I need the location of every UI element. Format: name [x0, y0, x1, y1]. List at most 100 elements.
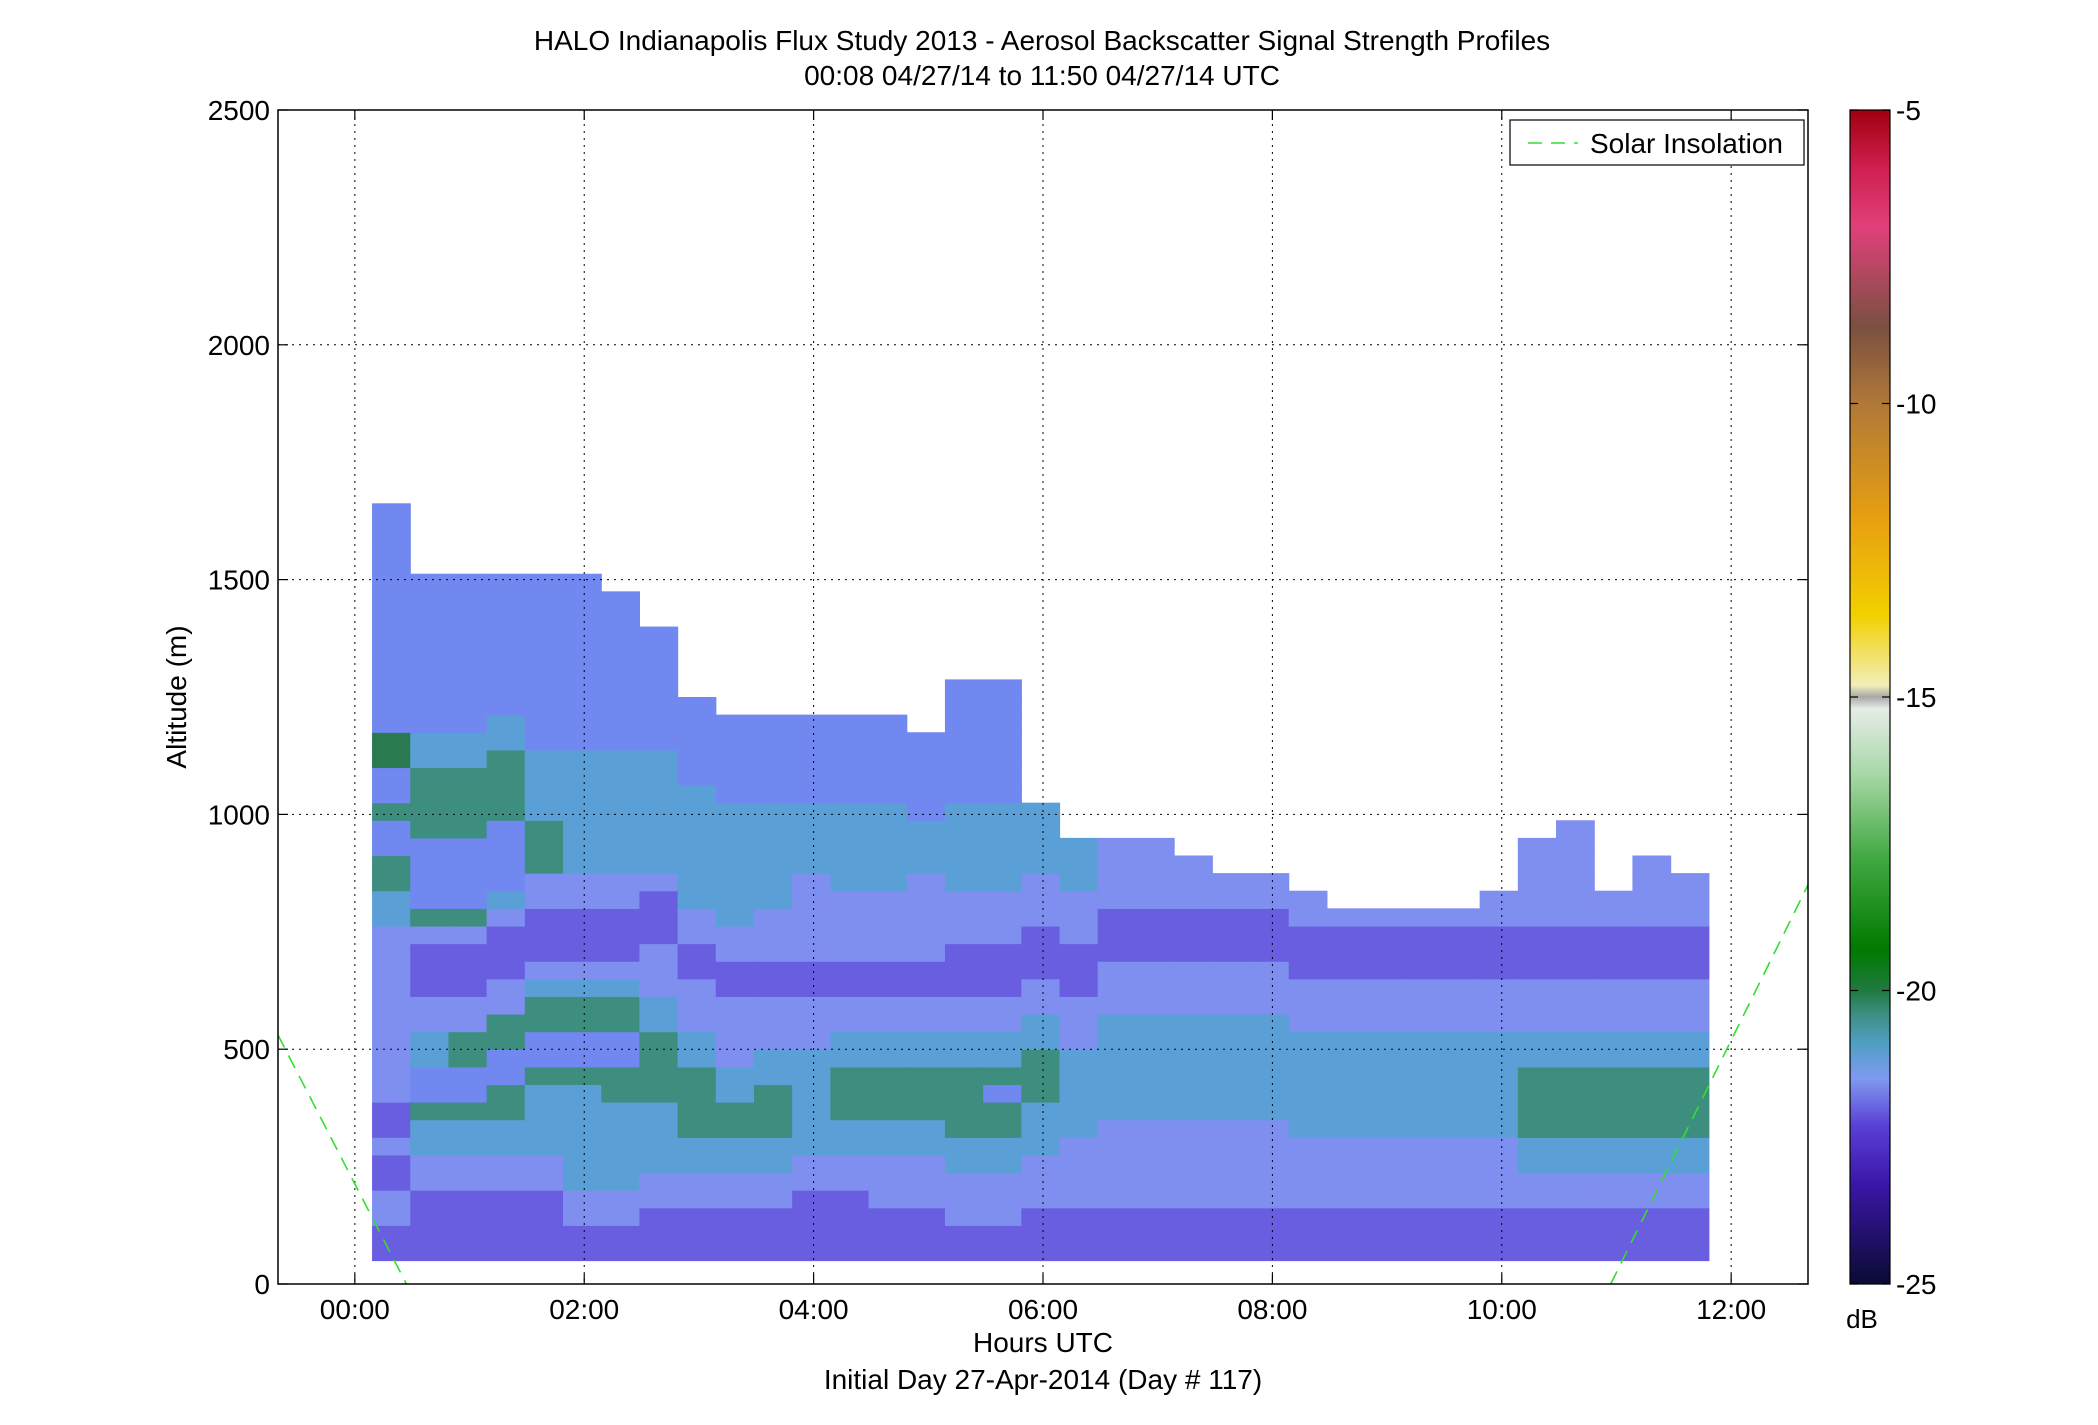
heatmap-cell: [1365, 1102, 1404, 1121]
heatmap-cell: [1594, 1013, 1634, 1033]
heatmap-cell: [410, 573, 450, 592]
heatmap-cell: [372, 714, 411, 733]
heatmap-cell: [486, 873, 526, 892]
heatmap-cell: [944, 1242, 984, 1262]
heatmap-cell: [1517, 1031, 1557, 1050]
heatmap-cell: [372, 925, 411, 945]
heatmap-cell: [944, 1207, 984, 1226]
heatmap-cell: [983, 785, 1022, 804]
heatmap-cell: [601, 1084, 640, 1103]
heatmap-cell: [1517, 925, 1557, 945]
heatmap-cell: [1021, 1049, 1061, 1068]
heatmap-cell: [677, 785, 717, 804]
heatmap-cell: [868, 943, 908, 962]
heatmap-cell: [1135, 1031, 1175, 1050]
heatmap-cell: [1250, 1172, 1290, 1191]
heatmap-cell: [1326, 1172, 1366, 1191]
x-tick-label: 10:00: [1467, 1294, 1537, 1325]
heatmap-cell: [448, 925, 488, 945]
heatmap-cell: [868, 1066, 908, 1086]
heatmap-cell: [1326, 908, 1366, 927]
heatmap-cell: [1441, 925, 1481, 945]
heatmap-cell: [983, 767, 1022, 786]
heatmap-cell: [524, 1049, 564, 1068]
heatmap-cell: [486, 749, 526, 769]
heatmap-cell: [1097, 1207, 1137, 1226]
heatmap-cell: [601, 749, 640, 769]
heatmap-cell: [486, 1190, 526, 1209]
heatmap-cell: [1479, 943, 1519, 962]
heatmap-cell: [486, 1137, 526, 1156]
heatmap-cell: [372, 503, 411, 522]
heatmap-cell: [1594, 1172, 1634, 1191]
heatmap-cell: [1212, 1242, 1252, 1262]
heatmap-cell: [1594, 925, 1634, 945]
heatmap-cell: [563, 591, 602, 610]
heatmap-cell: [601, 767, 640, 786]
heatmap-cell: [639, 890, 679, 909]
heatmap-cell: [372, 1031, 411, 1050]
heatmap-cell: [1097, 908, 1137, 927]
heatmap-cell: [753, 873, 793, 892]
heatmap-cell: [1021, 802, 1061, 821]
heatmap-cell: [906, 925, 946, 945]
heatmap-cell: [1556, 943, 1595, 962]
heatmap-cell: [1212, 925, 1252, 945]
heatmap-cell: [1365, 908, 1404, 927]
heatmap-cell: [753, 855, 793, 874]
heatmap-cell: [372, 943, 411, 962]
heatmap-cell: [792, 1049, 831, 1068]
heatmap-cell: [601, 802, 640, 821]
heatmap-cell: [677, 1084, 717, 1103]
heatmap-cell: [1174, 1172, 1213, 1191]
heatmap-cell: [1021, 837, 1061, 857]
heatmap-cell: [563, 714, 602, 733]
heatmap-cell: [448, 1119, 488, 1138]
heatmap-cell: [1365, 943, 1404, 962]
heatmap-cell: [1059, 1137, 1099, 1156]
heatmap-cell: [1670, 961, 1710, 980]
heatmap-cell: [563, 1190, 602, 1209]
heatmap-cell: [715, 1119, 755, 1138]
heatmap-cell: [524, 820, 564, 839]
heatmap-cell: [792, 1154, 831, 1174]
heatmap-cell: [1556, 1084, 1595, 1103]
heatmap-cell: [1097, 1066, 1137, 1086]
heatmap-cell: [1135, 1154, 1175, 1174]
heatmap-cell: [753, 1084, 793, 1103]
x-axis-label: Hours UTC: [973, 1327, 1113, 1358]
heatmap-cell: [1059, 925, 1099, 945]
heatmap-cell: [410, 1084, 450, 1103]
heatmap-cell: [1441, 1190, 1481, 1209]
heatmap-cell: [1479, 996, 1519, 1015]
heatmap-cell: [486, 1102, 526, 1121]
heatmap-cell: [1059, 908, 1099, 927]
heatmap-cell: [906, 1066, 946, 1086]
heatmap-cell: [486, 820, 526, 839]
heatmap-cell: [830, 961, 870, 980]
heatmap-cell: [1556, 1137, 1595, 1156]
heatmap-cell: [1517, 961, 1557, 980]
heatmap-cell: [486, 661, 526, 680]
heatmap-cell: [448, 1137, 488, 1156]
heatmap-cell: [830, 1207, 870, 1226]
heatmap-cell: [601, 837, 640, 857]
heatmap-cell: [372, 802, 411, 821]
heatmap-cell: [830, 1137, 870, 1156]
heatmap-cell: [1441, 1137, 1481, 1156]
heatmap-cell: [906, 961, 946, 980]
heatmap-cell: [677, 1066, 717, 1086]
heatmap-cell: [1632, 855, 1672, 874]
heatmap-cell: [715, 1102, 755, 1121]
heatmap-cell: [1097, 1102, 1137, 1121]
heatmap-cell: [1288, 925, 1328, 945]
heatmap-cell: [1326, 996, 1366, 1015]
heatmap-cell: [524, 1013, 564, 1033]
heatmap-cell: [1479, 925, 1519, 945]
heatmap-cell: [448, 714, 488, 733]
heatmap-cell: [1517, 890, 1557, 909]
heatmap-cell: [486, 1242, 526, 1262]
heatmap-cell: [1670, 925, 1710, 945]
heatmap-cell: [868, 978, 908, 997]
heatmap-cell: [677, 1207, 717, 1226]
